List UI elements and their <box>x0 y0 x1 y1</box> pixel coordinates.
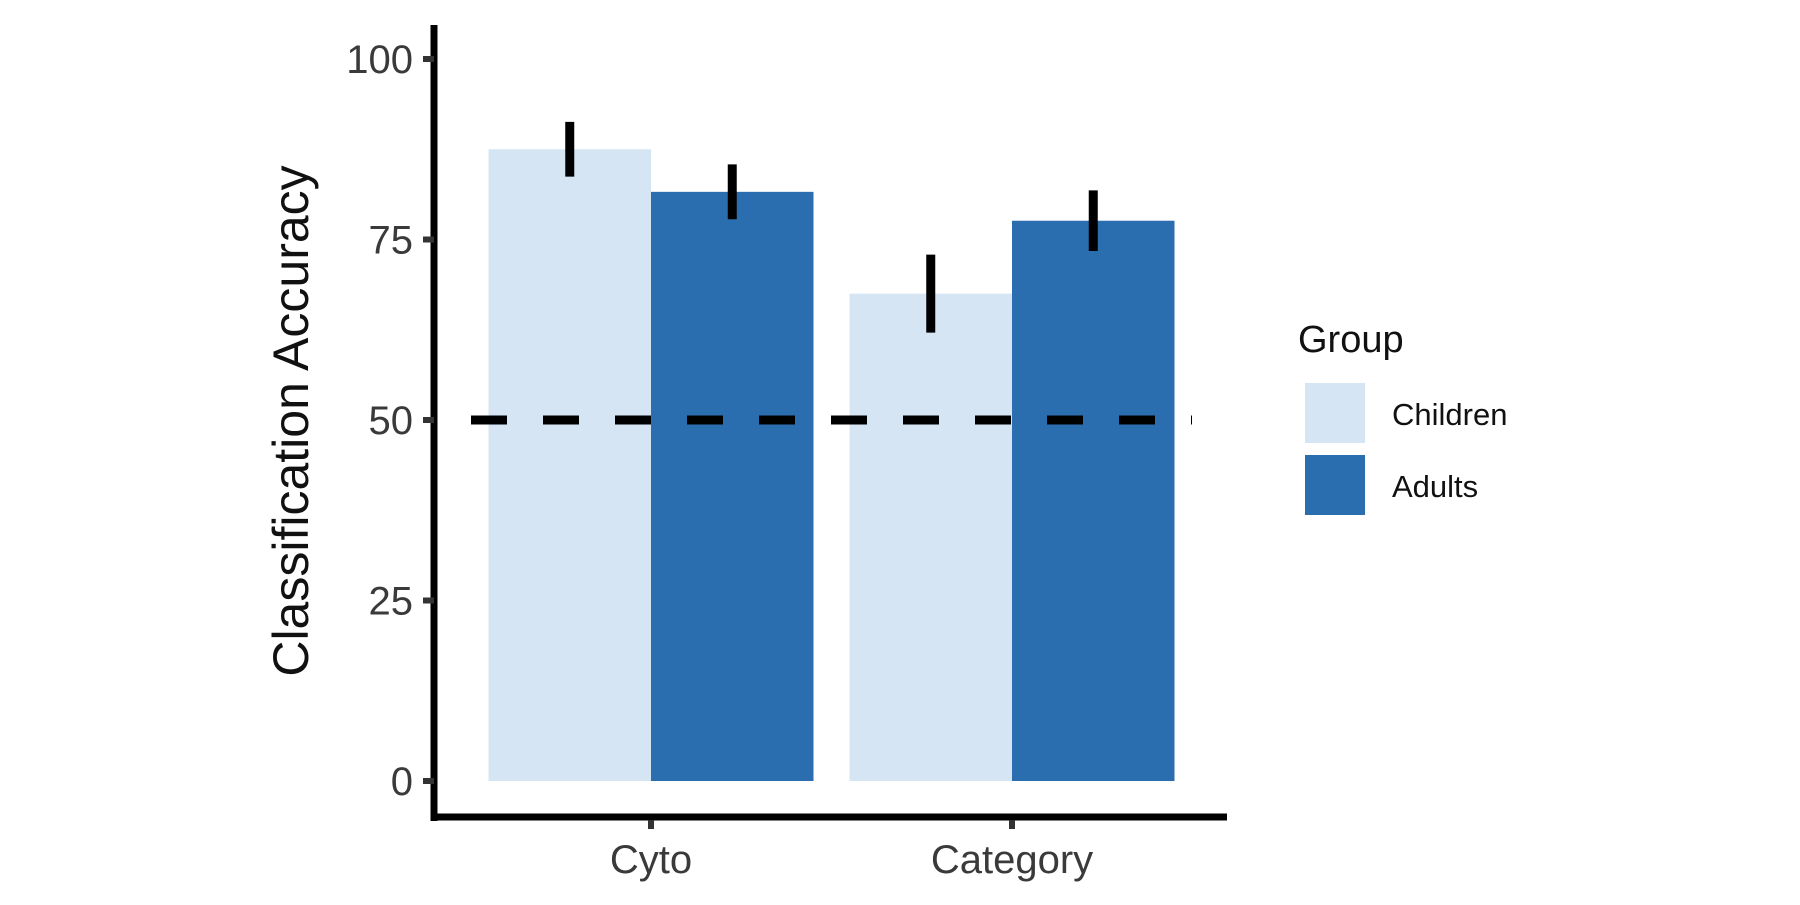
legend: Group Children Adults <box>1298 319 1507 515</box>
x-tick-label: Cyto <box>610 838 692 882</box>
ticks-layer: 0 25 50 75 100 Cyto Category <box>346 38 1093 882</box>
legend-label-adults: Adults <box>1392 469 1478 504</box>
bars-layer <box>488 149 1175 781</box>
legend-swatch-adults <box>1305 455 1365 515</box>
bar-cyto-adults <box>651 191 814 781</box>
bar-category-adults <box>1012 220 1175 781</box>
bar-cyto-children <box>488 149 651 781</box>
y-tick-label: 25 <box>369 580 414 624</box>
y-tick-label: 75 <box>369 219 414 263</box>
bar-category-children <box>849 293 1012 781</box>
legend-swatch-children <box>1305 383 1365 443</box>
y-axis-title: Classification Accuracy <box>263 165 319 676</box>
error-bars-layer <box>565 121 1098 333</box>
y-tick-label: 100 <box>346 38 413 82</box>
legend-title: Group <box>1298 319 1404 361</box>
legend-label-children: Children <box>1392 397 1507 432</box>
y-tick-label: 50 <box>369 399 414 443</box>
y-tick-label: 0 <box>391 760 413 804</box>
x-tick-label: Category <box>931 838 1093 882</box>
